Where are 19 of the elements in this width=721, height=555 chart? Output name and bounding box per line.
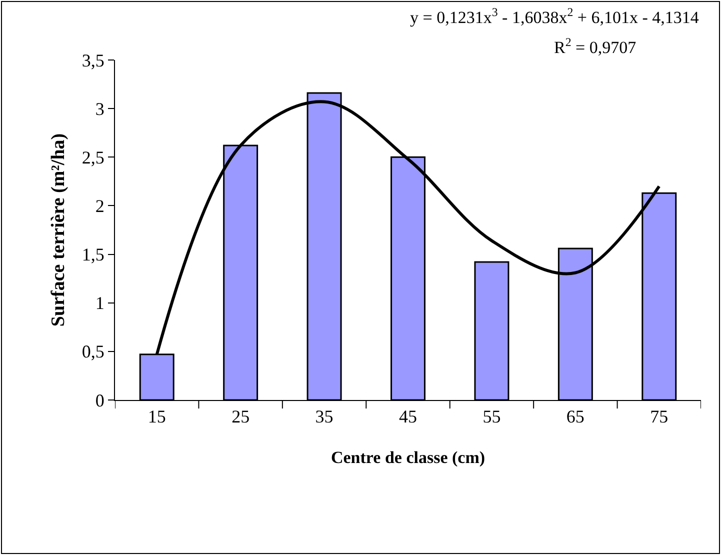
x-tick-label: 75 [650,406,668,427]
y-tick-label: 2,5 [82,147,104,168]
x-tick-label: 15 [148,406,166,427]
x-tick-label: 35 [315,406,334,427]
y-axis-title: Surface terrière (m²/ha) [48,133,69,327]
text: R$^{2}$ = 0,9707 [554,35,637,58]
y-tick-label: 3 [95,98,104,119]
y-tick-label: 2 [95,196,104,216]
x-tick-label: 55 [482,406,501,427]
y-tick-label: 0,5 [82,342,104,362]
y-tick-label: 3,5 [82,50,104,70]
y-tick-label: 1,5 [82,244,104,265]
x-tick-label: 45 [399,406,417,427]
text: y = 0,1231x$^{3}$ - 1,6038x$^{2}$ + 6,101x - 4,1314 [410,5,700,28]
x-tick-label: 65 [566,406,584,427]
x-axis-title: Centre de classe (cm) [330,448,486,467]
y-tick-label: 0 [95,390,104,410]
x-tick-label: 25 [232,406,250,427]
y-tick-label: 1 [95,293,104,314]
